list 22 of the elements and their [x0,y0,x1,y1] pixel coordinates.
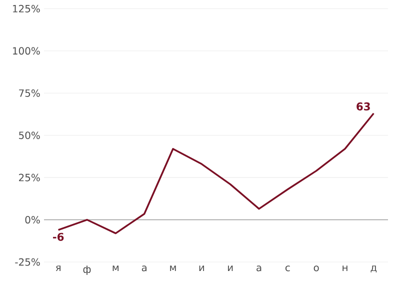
y-tick-label: -25% [15,258,40,266]
x-tick-label: а [142,266,146,272]
data-label: 63 [356,102,370,110]
y-tick-label: 125% [13,4,40,12]
x-tick-label: д [370,266,377,272]
x-tick-label: м [170,266,176,272]
y-tick-label: 25% [19,174,40,182]
line-series [57,112,375,234]
x-tick-label: ф [83,266,91,275]
y-tick-label: 0% [25,216,40,224]
x-tick-label: и [199,266,204,272]
data-label: -6 [53,232,64,241]
x-tick-label: я [56,266,60,272]
x-tick-label: н [342,266,348,272]
x-tick-label: а [256,266,262,272]
x-tick-label: о [314,266,319,272]
y-tick-label: 75% [19,89,40,97]
x-tick-label: и [228,266,233,272]
y-tick-label: 50% [19,132,40,140]
x-tick-label: с [285,266,290,272]
x-tick-label: м [112,266,119,272]
y-tick-label: 100% [13,47,40,55]
